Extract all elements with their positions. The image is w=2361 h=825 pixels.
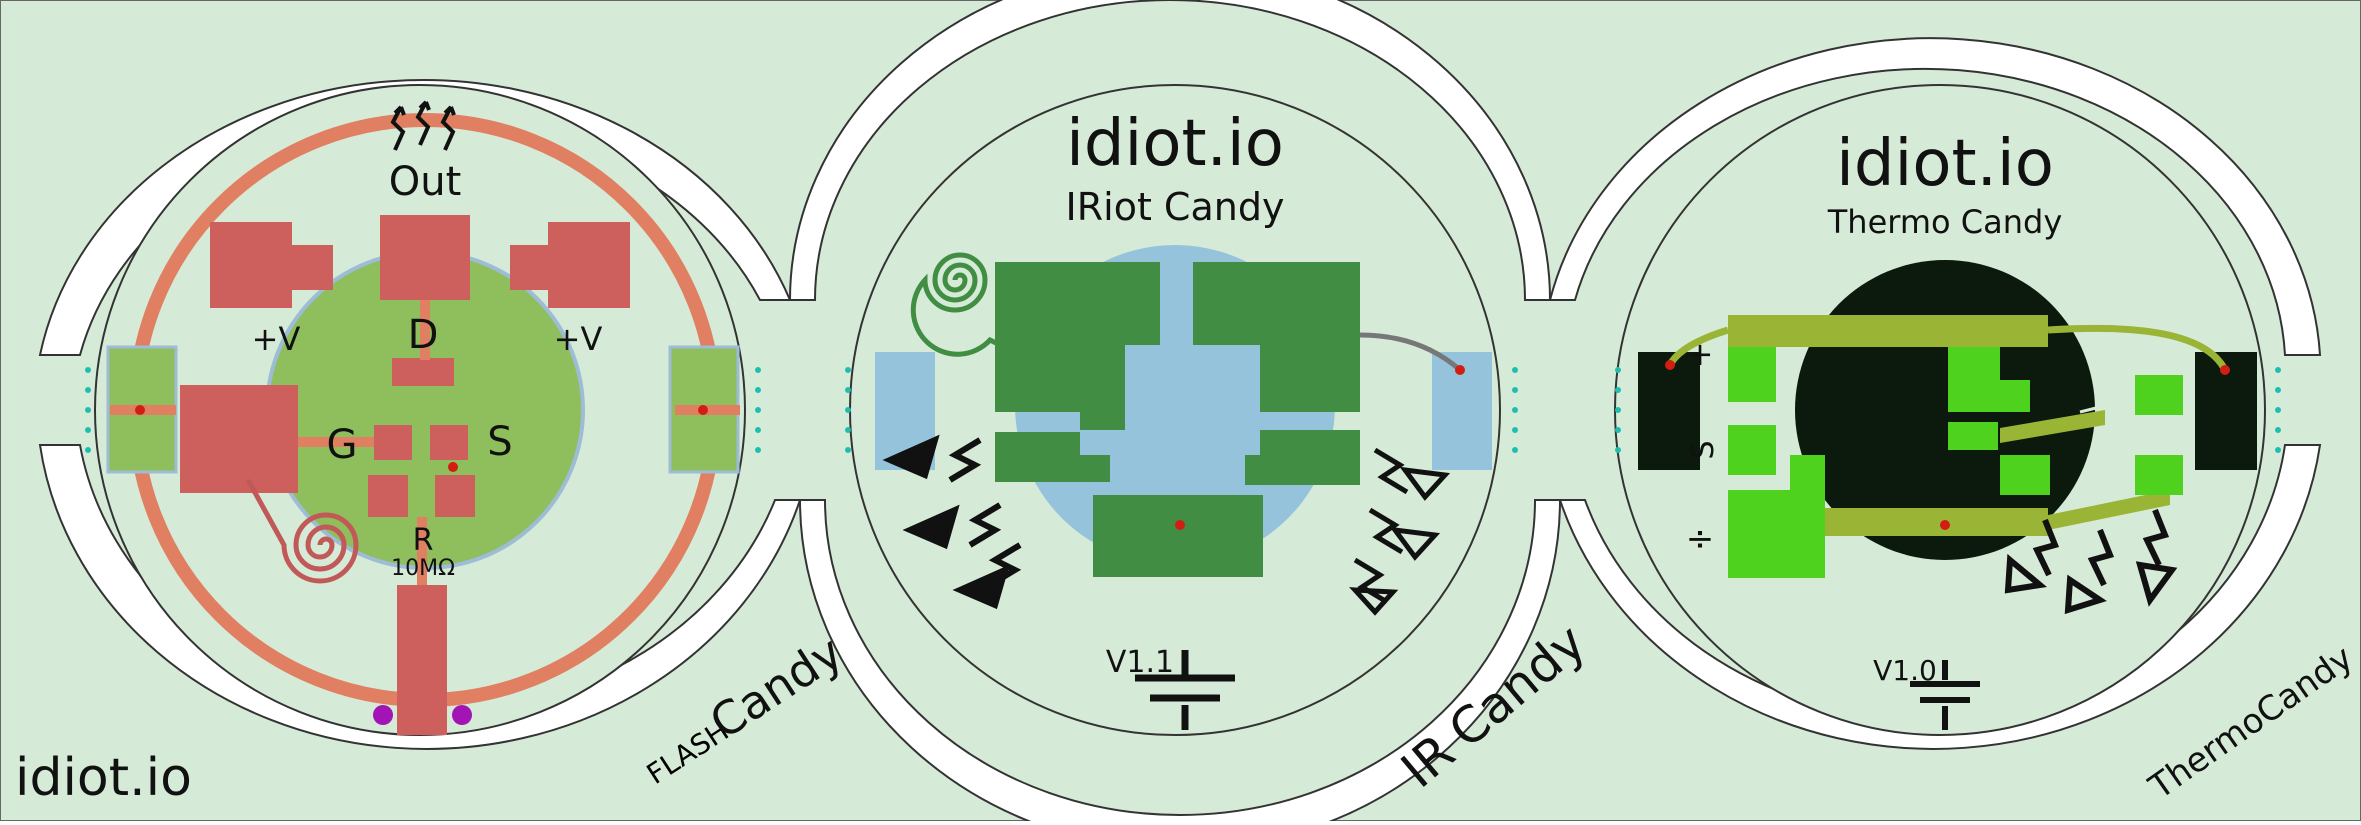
label-drain: D	[408, 312, 439, 358]
corner-brand: idiot.io	[15, 748, 192, 808]
thermo-pin-gnd: ÷	[1686, 519, 1715, 559]
label-source: S	[487, 419, 512, 465]
red-pads	[180, 215, 630, 735]
label-resistor-value: 10MΩ	[391, 556, 455, 581]
pad-vplus-right-tab	[510, 245, 558, 290]
teal-dots-left	[85, 367, 761, 453]
ground-icon-thermo	[1910, 660, 1980, 730]
thermo-wire-right	[2047, 324, 2229, 372]
ir-subtitle: IRiot Candy	[1066, 185, 1285, 229]
ir-arrows-right-icon	[1349, 447, 1451, 616]
board-ir: idiot.io IRiot Candy V1.1	[845, 84, 1518, 736]
board-flash: Out +V +V D G S R 10MΩ	[85, 84, 761, 736]
teal-dots-right	[1615, 367, 2281, 453]
ir-via-right	[1455, 365, 1465, 375]
thermo-pads	[1728, 347, 2183, 578]
thermo-pin-plus: +	[1687, 335, 1714, 373]
pad-drain	[392, 358, 454, 386]
pad-r-right	[435, 475, 475, 517]
pad-gate-small	[374, 425, 412, 460]
thermo-subtitle: Thermo Candy	[1827, 203, 2063, 241]
ir-brand: idiot.io	[1066, 107, 1284, 181]
ir-spiral	[910, 252, 1002, 357]
ir-version: V1.1	[1106, 645, 1174, 680]
vias-thermo	[1665, 360, 2230, 530]
ir-via-center	[1175, 520, 1185, 530]
pad-vplus-left	[210, 222, 292, 308]
label-vplus-right: +V	[554, 320, 603, 358]
pad-r-left	[368, 475, 408, 517]
board-thermo: + S ÷ idiot.io Thermo Candy V1.0	[1614, 84, 2281, 736]
pad-vplus-left-tab	[285, 245, 333, 290]
side-pad-thermo-left	[1638, 352, 1700, 470]
vias-flash	[135, 405, 708, 472]
purple-dot-left	[373, 705, 393, 725]
spiral-coil	[245, 478, 359, 584]
label-gate: G	[327, 422, 358, 468]
pad-gate-large	[180, 385, 298, 493]
label-out: Out	[389, 159, 462, 205]
pad-vplus-right	[548, 222, 630, 308]
track-top-board3	[1548, 37, 2322, 356]
ir-pads	[995, 262, 1360, 577]
thermo-pin-s: S	[1686, 440, 1721, 459]
ground-icon-ir	[1135, 650, 1235, 730]
pad-bottom	[397, 585, 447, 735]
thermo-outline-trace	[2079, 400, 2127, 462]
pad-source-small	[430, 425, 468, 460]
teal-dots-mid	[845, 367, 1518, 453]
thermo-arrows-icon	[2004, 508, 2178, 615]
out-arrows-icon	[390, 100, 456, 151]
label-resistor: R	[413, 523, 434, 558]
thermo-brand: idiot.io	[1836, 127, 2054, 201]
ir-arrows-left-icon	[882, 434, 1022, 610]
ir-wire	[1359, 332, 1462, 372]
pad-out	[380, 215, 470, 300]
purple-dot-right	[452, 705, 472, 725]
label-vplus-left: +V	[252, 320, 301, 358]
